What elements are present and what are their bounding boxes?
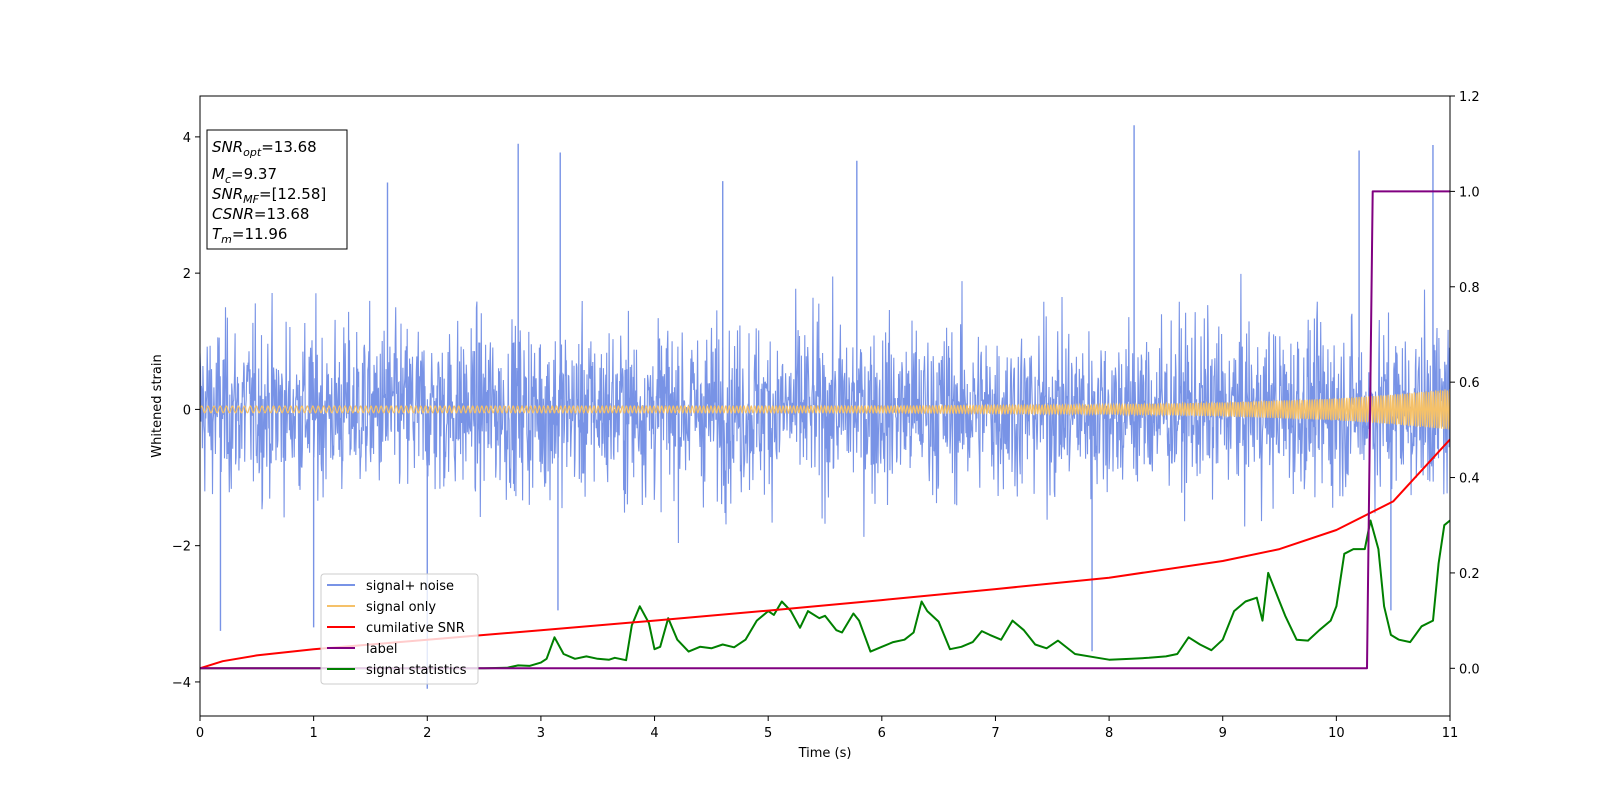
x-tick-label: 4 bbox=[650, 726, 658, 741]
y-axis-label: Whitened strain bbox=[150, 354, 165, 457]
signal-only-series bbox=[200, 389, 1450, 430]
info-box: SNRopt=13.68 Mc=9.37 SNRMF=[12.58] CSNR=… bbox=[206, 129, 348, 250]
x-tick-label: 3 bbox=[537, 726, 545, 741]
right-axis-series bbox=[200, 190, 1450, 670]
y2-tick-label: 0.4 bbox=[1459, 472, 1480, 487]
y2-tick-label: 0.2 bbox=[1459, 567, 1480, 582]
y-tick-label: −4 bbox=[172, 676, 191, 691]
info-mc: Mc=9.37 bbox=[212, 165, 277, 186]
y-tick-label: −2 bbox=[172, 540, 191, 555]
info-snr-opt: SNRopt=13.68 bbox=[212, 138, 317, 159]
x-tick-label: 0 bbox=[196, 726, 204, 741]
x-tick-label: 9 bbox=[1219, 726, 1227, 741]
x-tick-label: 2 bbox=[423, 726, 431, 741]
x-tick-label: 1 bbox=[309, 726, 317, 741]
y-tick-label: 4 bbox=[183, 131, 191, 146]
legend-label-label: label bbox=[366, 642, 397, 657]
x-axis-label: Time (s) bbox=[798, 746, 852, 761]
x-tick-label: 5 bbox=[764, 726, 772, 741]
x-tick-label: 7 bbox=[991, 726, 999, 741]
info-tm: Tm=11.96 bbox=[212, 225, 287, 246]
y-tick-label: 2 bbox=[183, 267, 191, 282]
signal-only-line bbox=[200, 389, 1450, 430]
legend: signal+ noise signal only cumilative SNR… bbox=[320, 573, 479, 685]
y-axis-right: 1.2 1.0 0.8 0.6 0.4 0.2 0.0 bbox=[1450, 90, 1480, 677]
x-tick-label: 6 bbox=[878, 726, 886, 741]
y2-tick-label: 1.0 bbox=[1459, 185, 1480, 200]
signal-noise-line bbox=[200, 273, 1450, 544]
y2-tick-label: 0.6 bbox=[1459, 376, 1480, 391]
info-csnr: CSNR=13.68 bbox=[212, 205, 309, 223]
x-axis: 0 1 2 3 4 5 6 7 8 9 10 11 bbox=[196, 716, 1458, 741]
info-snr-mf: SNRMF=[12.58] bbox=[212, 185, 326, 206]
y2-tick-label: 1.2 bbox=[1459, 90, 1480, 105]
signal-statistics-line bbox=[200, 519, 1450, 670]
legend-box bbox=[320, 573, 479, 685]
y-tick-label: 0 bbox=[183, 403, 191, 418]
plot-frame bbox=[199, 95, 1451, 717]
legend-label-signal-statistics: signal statistics bbox=[366, 663, 467, 678]
y2-tick-label: 0.8 bbox=[1459, 281, 1480, 296]
y2-tick-label: 0.0 bbox=[1459, 662, 1480, 677]
x-tick-label: 11 bbox=[1442, 726, 1459, 741]
x-tick-label: 10 bbox=[1328, 726, 1345, 741]
x-tick-label: 8 bbox=[1105, 726, 1113, 741]
label-line bbox=[200, 190, 1450, 670]
cumulative-snr-line bbox=[200, 438, 1450, 670]
legend-label-signal-only: signal only bbox=[366, 600, 436, 615]
y-axis-left: 4 2 0 −2 −4 bbox=[172, 131, 200, 691]
legend-label-signal-noise: signal+ noise bbox=[366, 579, 454, 594]
legend-label-cumulative-snr: cumilative SNR bbox=[366, 621, 465, 636]
